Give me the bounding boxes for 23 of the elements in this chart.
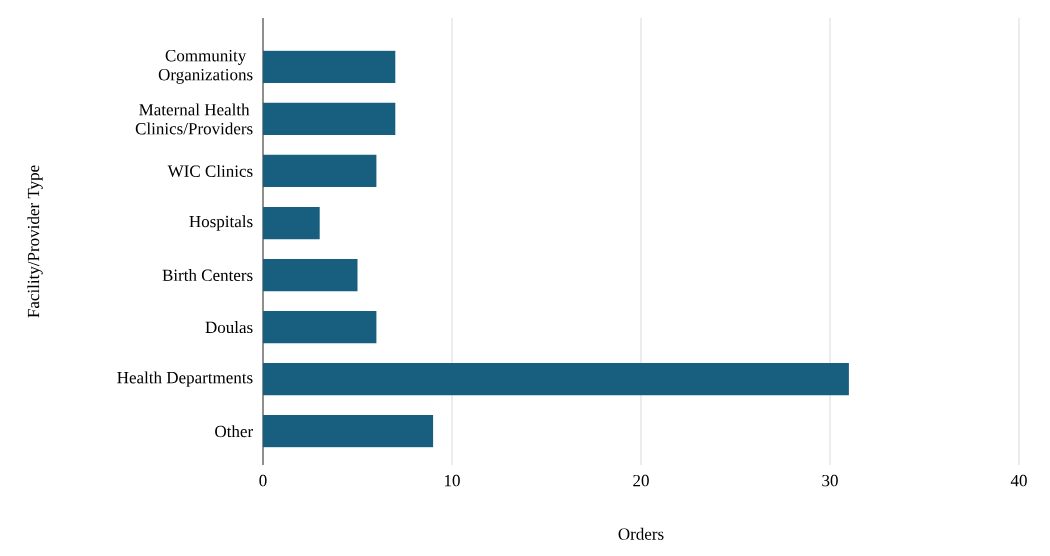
y-tick-label: WIC Clinics xyxy=(167,164,253,178)
bar xyxy=(263,102,396,136)
y-tick-label: Community Organizations xyxy=(158,49,253,84)
y-tick-label: Birth Centers xyxy=(162,269,253,282)
x-tick-label: 30 xyxy=(822,474,838,487)
y-axis-title: Facility/Provider Type xyxy=(27,165,43,318)
y-tick-label: Other xyxy=(215,425,253,438)
bar xyxy=(263,363,849,396)
bar xyxy=(263,258,358,292)
bar xyxy=(263,206,320,240)
bar xyxy=(263,50,396,84)
x-tick-label: 0 xyxy=(259,474,267,487)
bar xyxy=(263,415,434,448)
x-tick-label: 10 xyxy=(444,474,460,487)
x-tick-label: 40 xyxy=(1010,474,1027,487)
y-tick-label: Doulas xyxy=(205,321,253,334)
x-tick-label: 20 xyxy=(633,474,649,487)
x-axis-title: Orders xyxy=(618,527,664,540)
y-tick-label: Hospitals xyxy=(189,215,253,231)
y-tick-label: Health Departments xyxy=(117,371,253,387)
bar xyxy=(263,154,377,188)
y-tick-label: Maternal Health Clinics/Providers xyxy=(135,103,253,135)
bar xyxy=(263,310,377,344)
